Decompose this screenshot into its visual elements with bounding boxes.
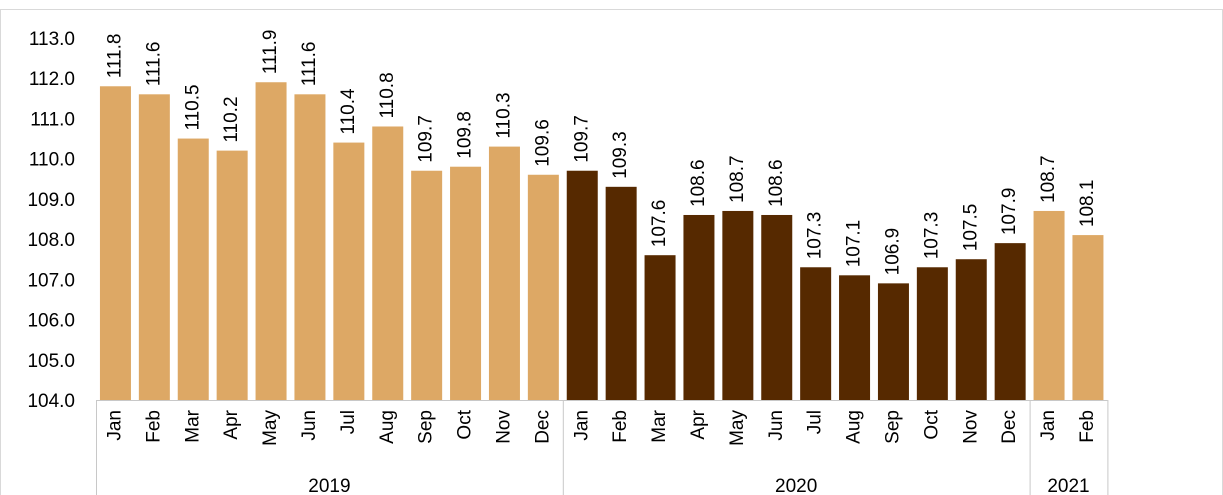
data-label: 110.5 — [182, 84, 203, 130]
bar — [450, 166, 482, 400]
x-tick-label: Dec — [532, 410, 553, 444]
bar — [722, 210, 754, 400]
x-tick-label: Jan — [571, 410, 592, 441]
x-tick-label: Mar — [649, 409, 670, 442]
bar — [644, 255, 676, 400]
bar — [761, 214, 793, 400]
data-label: 111.6 — [143, 42, 164, 87]
y-tick-label: 104.0 — [27, 391, 75, 412]
data-label: 107.1 — [844, 220, 865, 268]
bar — [566, 170, 598, 400]
y-tick-label: 112.0 — [29, 69, 75, 90]
x-tick-label: Oct — [921, 409, 942, 439]
bar — [1033, 210, 1065, 400]
data-label: 107.5 — [960, 204, 981, 252]
x-tick-label: Jun — [299, 410, 320, 441]
bar — [683, 214, 715, 400]
x-tick-label: Jul — [338, 410, 359, 434]
bar — [488, 146, 520, 400]
x-tick-label: May — [260, 410, 281, 446]
y-tick-label: 108.0 — [27, 230, 75, 251]
x-tick-label: Oct — [455, 409, 476, 439]
x-tick-label: Aug — [844, 410, 865, 444]
data-label: 108.7 — [1038, 155, 1059, 203]
data-label: 108.6 — [688, 159, 709, 207]
data-label: 111.6 — [299, 42, 320, 87]
x-tick-label: Jul — [805, 410, 826, 434]
bar — [527, 174, 559, 400]
x-tick-label: Feb — [610, 410, 631, 443]
data-label: 107.3 — [805, 212, 826, 260]
data-label: 110.2 — [221, 96, 242, 142]
bar — [372, 126, 404, 400]
bar — [255, 82, 287, 400]
bar — [800, 267, 832, 400]
data-label: 111.8 — [104, 34, 125, 79]
x-axis-year-labels: 2019 2020 2021 — [308, 476, 1089, 495]
year-label: 2019 — [308, 476, 350, 495]
y-axis-tick-labels: 104.0 105.0 106.0 107.0 108.0 109.0 110.0 111.0… — [27, 29, 75, 412]
bar — [99, 86, 131, 401]
x-tick-label: Nov — [493, 410, 514, 444]
y-tick-label: 106.0 — [27, 311, 75, 332]
y-tick-label: 111.0 — [30, 109, 75, 130]
bar — [333, 142, 365, 401]
x-tick-label: Mar — [182, 409, 203, 442]
data-label: 110.8 — [377, 72, 398, 118]
x-tick-label: Aug — [377, 410, 398, 444]
bar — [994, 243, 1026, 400]
data-label: 107.9 — [999, 188, 1020, 236]
bar — [216, 150, 248, 400]
x-tick-label: Nov — [960, 410, 981, 444]
data-label: 109.7 — [571, 115, 592, 163]
bar — [294, 94, 326, 401]
y-tick-label: 113.0 — [29, 29, 75, 50]
data-label: 109.8 — [455, 111, 476, 159]
year-label: 2021 — [1047, 476, 1089, 495]
x-tick-label: Feb — [1077, 410, 1098, 443]
x-tick-label: Jun — [766, 410, 787, 441]
data-label: 110.4 — [338, 88, 359, 135]
year-label: 2020 — [775, 476, 817, 495]
data-label: 109.3 — [610, 131, 631, 179]
x-axis-month-labels: Jan Feb Mar Apr May Jun Jul Aug Sep Oct Nov Dec Jan F… — [104, 409, 1097, 446]
bar — [839, 275, 871, 400]
bar — [955, 259, 987, 400]
x-tick-label: Apr — [688, 409, 709, 439]
y-tick-label: 110.0 — [29, 150, 75, 171]
y-tick-label: 105.0 — [27, 351, 75, 372]
bar — [177, 138, 209, 401]
y-tick-label: 107.0 — [27, 270, 75, 291]
x-tick-label: Jan — [104, 410, 125, 441]
data-label: 109.7 — [416, 115, 437, 163]
bar — [605, 186, 637, 400]
data-labels: 111.8 111.6 110.5 110.2 111.9 111.6 110.4 110.8… — [104, 30, 1097, 276]
data-label: 107.6 — [649, 200, 670, 248]
x-tick-label: Sep — [416, 410, 437, 444]
bar — [138, 94, 170, 401]
data-label: 111.9 — [260, 30, 281, 75]
data-label: 107.3 — [921, 212, 942, 260]
x-axis — [96, 400, 1109, 495]
data-label: 110.3 — [493, 92, 514, 138]
x-tick-label: Feb — [143, 410, 164, 443]
x-tick-label: May — [727, 410, 748, 446]
x-tick-label: Jan — [1038, 410, 1059, 441]
x-tick-label: Sep — [882, 410, 903, 444]
data-label: 109.6 — [532, 119, 553, 167]
x-tick-label: Dec — [999, 410, 1020, 444]
bar-series — [99, 82, 1104, 401]
bar — [877, 283, 909, 400]
y-tick-label: 109.0 — [27, 190, 75, 211]
data-label: 108.6 — [766, 159, 787, 207]
x-tick-label: Apr — [221, 409, 242, 439]
bar — [411, 170, 443, 400]
data-label: 106.9 — [882, 228, 903, 276]
data-label: 108.1 — [1077, 180, 1098, 228]
data-label: 108.7 — [727, 155, 748, 203]
bar — [916, 267, 948, 400]
bar — [1072, 235, 1104, 400]
